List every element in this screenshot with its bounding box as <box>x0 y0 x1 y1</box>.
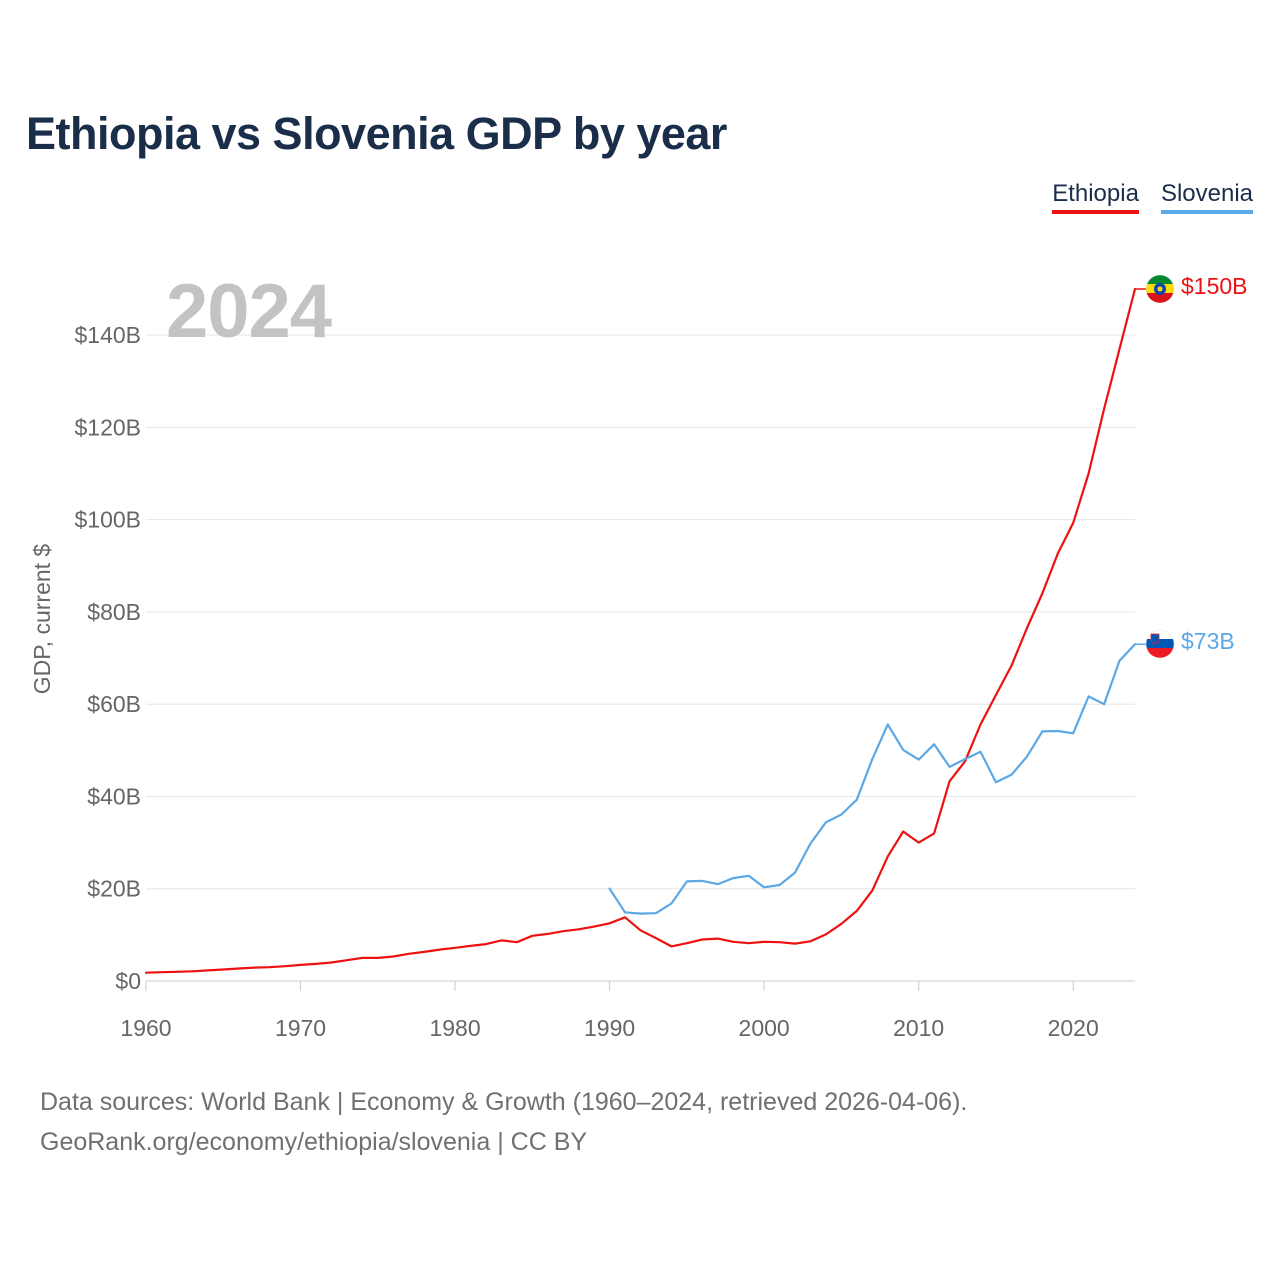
y-tick-label: $80B <box>87 599 141 625</box>
slovenia-flag-icon <box>1145 629 1175 659</box>
x-tick-label: 1990 <box>584 1015 635 1041</box>
footer-attribution: GeoRank.org/economy/ethiopia/slovenia | … <box>40 1128 588 1156</box>
line-chart: $0 $20B $40B $60B $80B $100B $120B $140B 1960 197… <box>29 273 1248 1041</box>
legend-item-slovenia[interactable]: Slovenia <box>1160 180 1253 214</box>
y-tick-label: $0 <box>115 968 141 994</box>
x-tick-label: 1970 <box>275 1015 326 1041</box>
y-tick-label: $140B <box>74 322 141 348</box>
y-axis-label: GDP, current $ <box>29 544 55 695</box>
x-tick-label: 1980 <box>429 1015 480 1041</box>
legend: Ethiopia Slovenia <box>1052 180 1253 214</box>
y-tick-label: $40B <box>87 783 141 809</box>
footer-sources: Data sources: World Bank | Economy & Gro… <box>40 1088 968 1116</box>
x-tick-label: 2000 <box>739 1015 790 1041</box>
x-tick-label: 2010 <box>893 1015 944 1041</box>
y-tick-label: $120B <box>74 414 141 440</box>
y-tick-label: $60B <box>87 691 141 717</box>
slovenia-end-label: $73B <box>1181 628 1235 654</box>
year-label: 2024 <box>166 269 332 354</box>
ethiopia-end-label: $150B <box>1181 273 1248 299</box>
footer: Data sources: World Bank | Economy & Gro… <box>40 1082 967 1162</box>
series-line-slovenia[interactable] <box>608 643 1137 915</box>
ethiopia-flag-icon <box>1145 274 1175 304</box>
y-tick-label: $100B <box>74 507 141 533</box>
x-tick-label: 2020 <box>1048 1015 1099 1041</box>
chart-title: Ethiopia vs Slovenia GDP by year <box>26 108 727 159</box>
x-tick-label: 1960 <box>120 1015 171 1041</box>
series-line-ethiopia[interactable] <box>144 287 1137 974</box>
legend-item-ethiopia[interactable]: Ethiopia <box>1052 180 1139 214</box>
y-tick-label: $20B <box>87 876 141 902</box>
